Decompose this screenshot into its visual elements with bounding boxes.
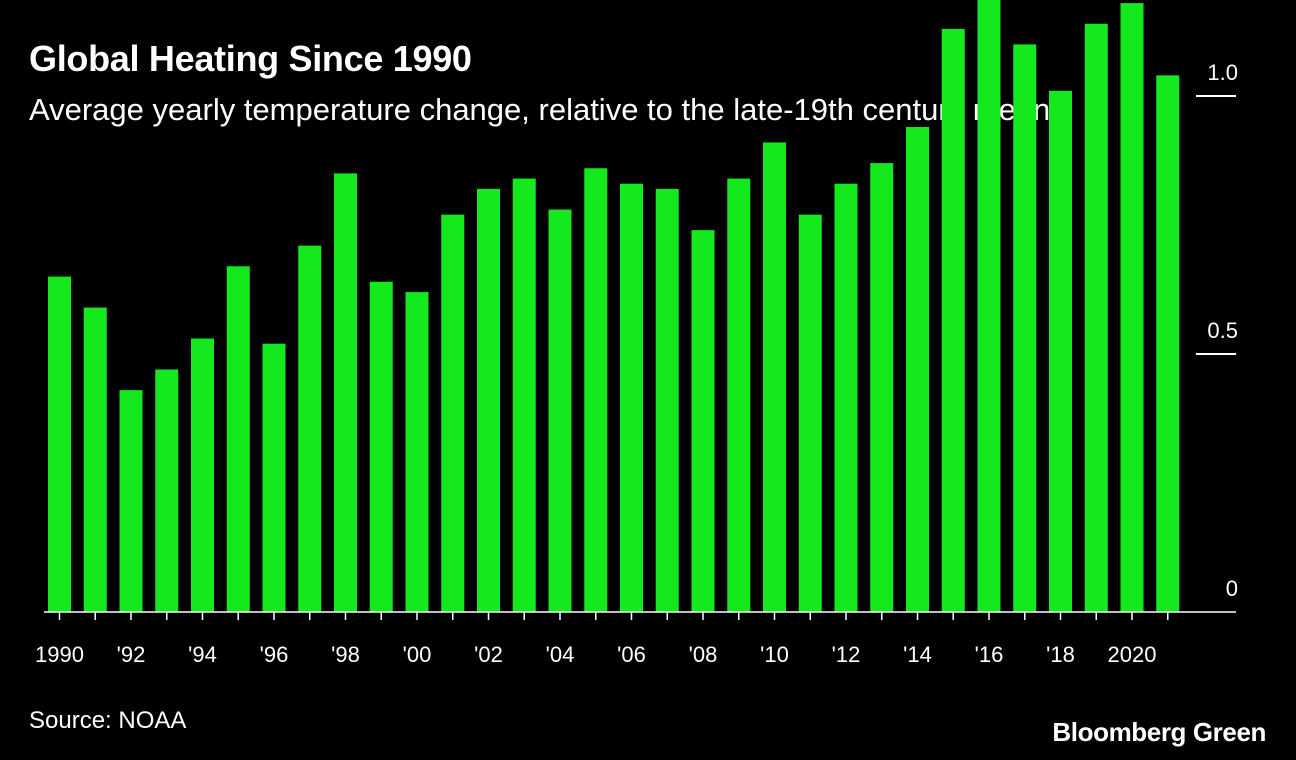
bar-2017 (1013, 44, 1037, 612)
bar-2007 (655, 188, 679, 612)
bar-1996 (262, 343, 286, 612)
x-tick-label-1998: '98 (331, 642, 360, 667)
bar-2012 (834, 183, 858, 612)
y-tick-label-2: 1.0 (1207, 60, 1238, 85)
bar-2009 (727, 178, 751, 612)
bar-1994 (191, 338, 214, 612)
bar-1990 (48, 276, 71, 612)
bar-2019 (1084, 23, 1108, 612)
bar-2011 (798, 214, 822, 612)
chart-subtitle: Average yearly temperature change, relat… (29, 92, 1051, 127)
brand-logo: Bloomberg Green (1052, 717, 1266, 747)
x-tick-label-2016: '16 (975, 642, 1004, 667)
chart-title: Global Heating Since 1990 (29, 38, 472, 79)
bar-1999 (369, 281, 393, 612)
bar-1991 (83, 307, 107, 612)
x-tick-label-2014: '14 (903, 642, 932, 667)
bar-2013 (870, 163, 894, 612)
bar-2020 (1120, 3, 1144, 613)
y-tick-label-1: 0.5 (1207, 318, 1238, 343)
x-tick-label-2012: '12 (832, 642, 861, 667)
bar-2005 (584, 168, 608, 613)
x-tick-label-2008: '08 (689, 642, 718, 667)
bar-2002 (477, 188, 500, 612)
bar-2021 (1156, 75, 1180, 613)
y-tick-label-0: 0 (1226, 576, 1238, 601)
bars-group (48, 0, 1180, 613)
bar-2018 (1049, 90, 1072, 613)
x-tick-label-1990: 1990 (35, 642, 84, 667)
bar-2010 (763, 142, 786, 612)
x-tick-label-1992: '92 (117, 642, 146, 667)
source-note: Source: NOAA (29, 707, 187, 734)
x-tick-label-2000: '00 (403, 642, 432, 667)
bar-2016 (977, 0, 1001, 612)
x-tick-label-2020: 2020 (1108, 642, 1157, 667)
x-tick-label-1996: '96 (260, 642, 289, 667)
x-axis: 1990 '92 '94 '96 '98 '00 '02 '04 '06 '08 '10 '12 '14… (35, 611, 1236, 667)
bar-2003 (512, 178, 536, 612)
bar-2015 (941, 28, 965, 613)
bar-1998 (334, 173, 357, 612)
bar-2004 (548, 209, 572, 612)
x-tick-label-2004: '04 (546, 642, 575, 667)
x-tick-label-1994: '94 (188, 642, 217, 667)
bar-2006 (620, 183, 643, 612)
bar-1993 (155, 369, 179, 612)
bar-2000 (405, 292, 429, 612)
x-tick-label-2006: '06 (617, 642, 646, 667)
bar-1997 (298, 245, 322, 612)
bar-2014 (906, 126, 929, 613)
bar-2001 (441, 214, 465, 612)
bar-chart: 00.51.01.5°C 1990'92'94'96'98'00'02'04'0… (35, 0, 1238, 667)
y-axis: 00.51.01.5°C (1196, 60, 1238, 601)
bar-1992 (119, 390, 143, 612)
bar-1995 (226, 266, 250, 612)
x-tick-label-2018: '18 (1046, 642, 1075, 667)
x-tick-label-2002: '02 (474, 642, 503, 667)
x-tick-label-2010: '10 (760, 642, 789, 667)
bar-2008 (691, 230, 715, 612)
